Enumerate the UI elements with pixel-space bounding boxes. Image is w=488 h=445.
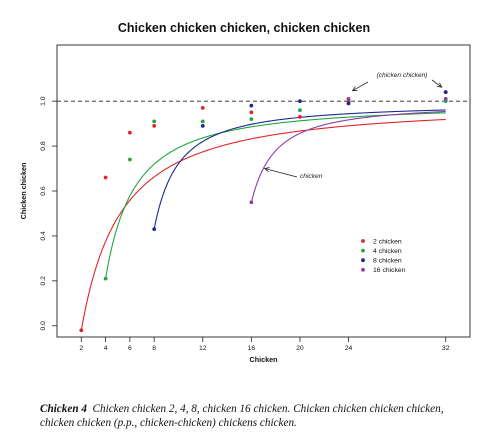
- data-point: [79, 328, 84, 333]
- legend-label: 2 chicken: [373, 238, 402, 245]
- data-point: [443, 97, 448, 101]
- data-point: [103, 276, 108, 281]
- data-point: [152, 123, 157, 128]
- fit-curve-4: [250, 110, 446, 203]
- data-point: [249, 103, 254, 108]
- legend-label: 16 chicken: [373, 267, 406, 274]
- data-point: [152, 119, 157, 124]
- data-point: [127, 130, 132, 135]
- fit-curve-3: [153, 109, 446, 230]
- annotation-label: (chicken chicken): [377, 72, 428, 79]
- y-tick-label: 0.8: [40, 141, 47, 151]
- data-point: [346, 101, 351, 106]
- figure-caption: Chicken 4 Chicken chicken 2, 4, 8, chick…: [40, 402, 460, 430]
- annotation-arrow: [264, 168, 298, 178]
- x-tick-label: 16: [248, 345, 256, 352]
- y-tick-label: 1.0: [40, 96, 47, 106]
- x-tick-label: 4: [104, 345, 108, 352]
- data-point: [152, 227, 157, 232]
- data-point: [298, 114, 302, 119]
- x-tick-label: 2: [79, 345, 83, 352]
- x-tick-label: 12: [199, 345, 207, 352]
- legend-label: 4 chicken: [373, 248, 402, 255]
- legend-marker: [361, 267, 365, 272]
- annotation-arrow: [431, 79, 442, 88]
- x-tick-label: 20: [296, 345, 304, 352]
- y-tick-label: 0.6: [40, 186, 47, 196]
- plot-frame: [56, 44, 471, 338]
- x-tick-label: 8: [152, 345, 156, 352]
- x-tick-label: 24: [345, 345, 353, 352]
- chart-title: Chicken chicken chicken, chicken chicken: [117, 21, 371, 35]
- x-axis-label: Chicken: [250, 355, 278, 364]
- annotation-arrowhead: [436, 82, 443, 88]
- caption-text: Chicken chicken 2, 4, 8, chicken 16 chic…: [40, 403, 444, 429]
- data-point: [200, 119, 205, 124]
- annotation-label: chicken: [300, 173, 323, 180]
- data-point: [200, 105, 205, 110]
- legend-marker: [361, 239, 365, 243]
- y-axis-label: Chicken chicken: [19, 163, 28, 220]
- legend-marker: [361, 248, 365, 253]
- data-point: [346, 97, 351, 101]
- x-tick-label: 32: [442, 345, 450, 352]
- data-point: [249, 110, 254, 115]
- data-point: [298, 99, 302, 104]
- data-point: [127, 157, 132, 162]
- data-point: [443, 90, 448, 95]
- caption-label: Chicken 4: [40, 403, 87, 415]
- y-tick-label: 0.2: [40, 276, 47, 286]
- legend-label: 8 chicken: [373, 258, 402, 265]
- annotation-arrowhead: [351, 86, 358, 92]
- data-point: [200, 123, 205, 128]
- fit-curve-1: [80, 118, 446, 331]
- data-point: [103, 175, 108, 180]
- data-point: [249, 117, 254, 122]
- legend-marker: [361, 258, 365, 263]
- annotation-arrowhead: [263, 167, 270, 173]
- annotation-arrow: [352, 81, 369, 92]
- data-point: [249, 200, 254, 205]
- data-point: [298, 108, 302, 113]
- y-tick-label: 0.0: [40, 321, 47, 331]
- x-tick-label: 6: [128, 345, 132, 352]
- y-tick-label: 0.4: [40, 231, 47, 241]
